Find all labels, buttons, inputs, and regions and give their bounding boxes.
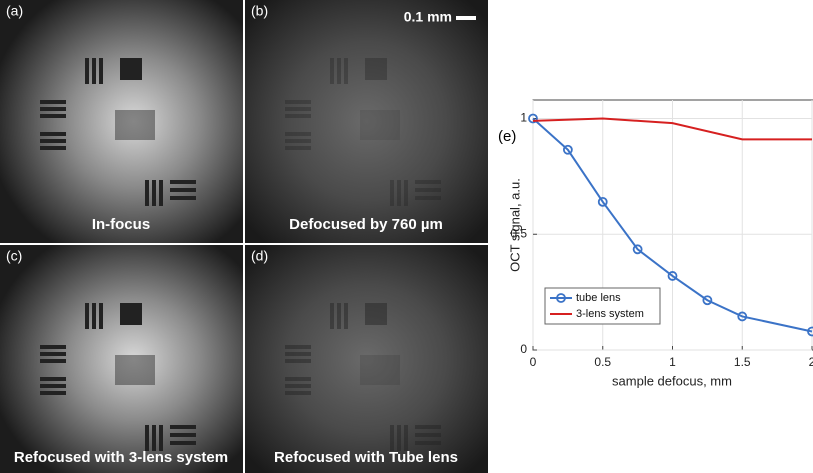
point-marker [702,295,713,306]
panel-label: (c) [6,248,22,264]
legend-label: 3-lens system [576,308,644,320]
scale-bar [456,16,476,20]
panel-b: (b) Defocused by 760 µm 0.1 mm [245,0,488,243]
point-marker [632,244,643,255]
x-tick-label: 1.5 [734,355,751,369]
legend-marker [556,293,566,303]
panel-label: (b) [251,3,268,19]
caption: Refocused with 3-lens system [14,449,228,466]
y-tick-label: 0.5 [510,226,527,240]
point-marker [807,326,813,337]
x-tick-label: 0 [530,355,537,369]
panel-c: (c) Refocused with 3-lens system [0,245,243,473]
x-axis-label: sample defocus, mm [612,373,732,388]
point-marker [562,144,573,155]
x-tick-label: 2 [809,355,813,369]
point-marker [597,196,608,207]
point-marker [737,311,748,322]
y-axis-label: OCT signal, a.u. [507,178,522,272]
caption: Defocused by 760 µm [289,216,443,233]
y-tick-label: 0 [520,342,527,356]
series-line [532,117,813,333]
point-marker [528,113,538,124]
panel-d: (d) Refocused with Tube lens [245,245,488,473]
x-tick-label: 0.5 [594,355,611,369]
caption: Refocused with Tube lens [274,449,458,466]
panel-label: (e) [498,128,516,145]
panel-a: (a) In-focus [0,0,243,243]
point-marker [667,271,678,281]
scale-bar-label: 0.1 mm [404,9,452,25]
legend-box [544,287,661,325]
panel-label: (a) [6,3,23,19]
y-tick-label: 1 [520,111,527,125]
legend-label: tube lens [576,292,621,304]
x-tick-label: 1 [669,355,676,369]
caption: In-focus [92,216,150,233]
series-line [532,117,812,141]
panel-label: (d) [251,248,268,264]
